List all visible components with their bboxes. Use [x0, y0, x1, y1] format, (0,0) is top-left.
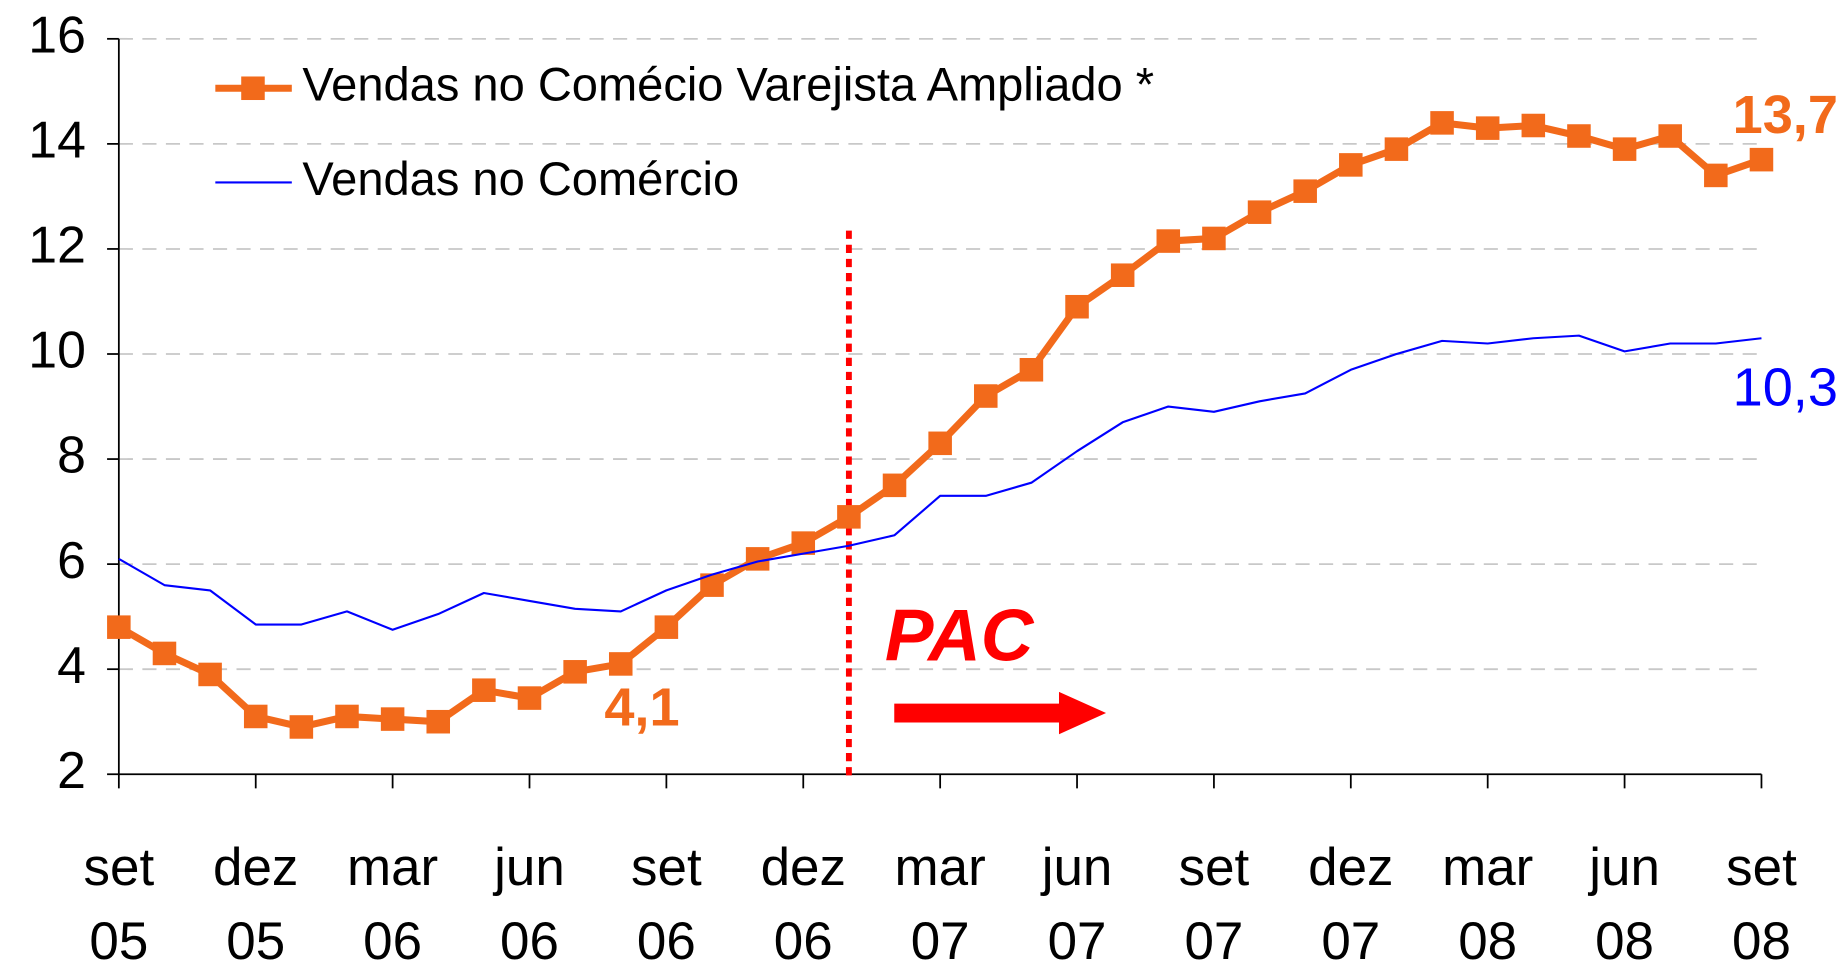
x-tick-label: set 05: [83, 836, 155, 971]
x-tick-label: dez 05: [213, 836, 299, 971]
marker: [152, 641, 177, 666]
marker: [1384, 137, 1409, 161]
marker: [1293, 179, 1317, 203]
y-tick-label: 12: [28, 216, 86, 274]
marker: [1065, 294, 1089, 319]
marker: [1704, 163, 1728, 188]
marker: [472, 678, 496, 702]
marker: [1202, 226, 1226, 251]
marker: [837, 505, 861, 529]
marker: [700, 573, 724, 597]
value-label: 10,3: [1733, 357, 1838, 417]
marker: [289, 715, 314, 739]
x-tick-label: jun 06: [494, 836, 565, 971]
x-tick-label: mar 08: [1442, 836, 1534, 971]
marker: [198, 662, 222, 687]
marker: [1339, 153, 1363, 177]
x-tick-label: set 08: [1726, 836, 1797, 971]
x-tick-label: jun 08: [1589, 836, 1660, 971]
legend-label: Vendas no Comércio: [302, 152, 739, 205]
marker: [426, 709, 451, 734]
marker: [928, 431, 952, 456]
y-tick-label: 8: [57, 426, 86, 484]
marker: [974, 384, 998, 408]
marker: [608, 652, 633, 676]
marker: [1110, 263, 1135, 287]
x-tick-label: set 07: [1178, 836, 1250, 971]
y-tick-label: 4: [57, 636, 86, 694]
legend-label: Vendas no Comécio Varejista Ampliado *: [302, 58, 1154, 111]
marker: [243, 704, 268, 729]
marker: [1658, 124, 1682, 148]
marker: [563, 660, 587, 684]
series-line: [118, 334, 1762, 631]
value-label: 4,1: [604, 677, 679, 737]
y-tick-label: 14: [28, 111, 86, 169]
y-tick-label: 10: [28, 321, 86, 379]
marker: [517, 686, 542, 710]
marker: [791, 531, 816, 555]
marker: [654, 615, 679, 639]
value-label: 13,7: [1733, 85, 1838, 145]
marker: [335, 704, 359, 729]
legend-marker: [241, 76, 265, 101]
annotation: PAC: [885, 596, 1035, 677]
x-tick-label: dez 06: [760, 836, 846, 971]
marker: [1247, 200, 1272, 224]
marker: [1019, 357, 1044, 382]
marker: [1156, 229, 1181, 253]
x-tick-label: dez 07: [1308, 836, 1394, 971]
x-tick-label: mar 06: [347, 836, 439, 971]
marker: [1567, 124, 1591, 148]
marker: [1612, 137, 1637, 161]
marker: [1749, 147, 1774, 172]
marker: [1430, 111, 1454, 135]
marker: [107, 615, 131, 639]
marker: [745, 547, 770, 571]
marker: [1521, 113, 1546, 138]
x-tick-label: mar 07: [894, 836, 986, 971]
y-tick-label: 6: [57, 531, 86, 589]
marker: [1475, 116, 1500, 140]
y-tick-label: 2: [57, 741, 86, 799]
x-tick-label: jun 07: [1041, 836, 1113, 971]
y-tick-label: 16: [28, 6, 86, 64]
pac-arrow: [894, 691, 1107, 735]
marker: [380, 707, 405, 731]
x-tick-label: set 06: [631, 836, 702, 971]
marker: [882, 473, 907, 498]
